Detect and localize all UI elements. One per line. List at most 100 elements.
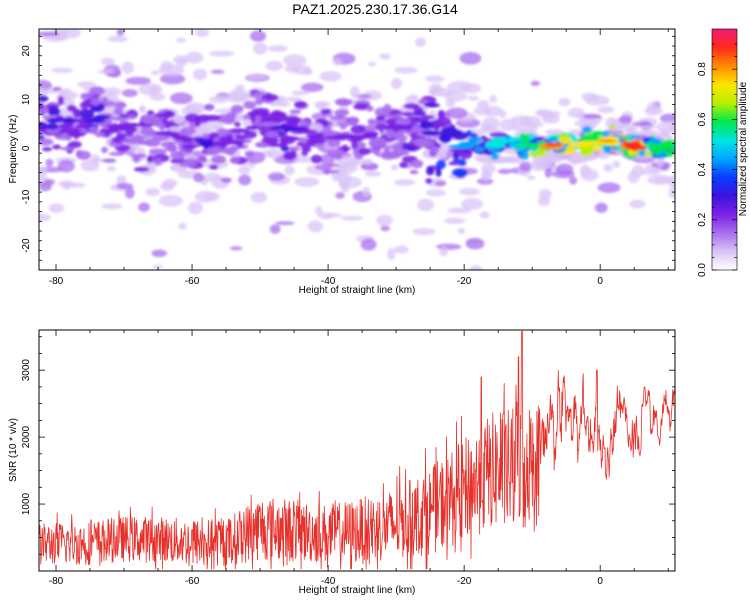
spectrogram-speckle [318, 212, 334, 220]
spectrogram-cell [158, 124, 166, 131]
spectrogram-speckle [107, 35, 129, 43]
spectrogram-speckle [195, 29, 210, 38]
spectrogram-speckle [252, 42, 268, 55]
spectrogram-cell [638, 148, 646, 157]
x-tick-label: 0 [597, 576, 603, 587]
spectrogram-cell [336, 120, 354, 127]
x-tick-label: -80 [49, 276, 64, 287]
spectrogram-peak [484, 143, 506, 149]
spectrogram-speckle [39, 166, 48, 178]
spectrogram-speckle [314, 164, 333, 171]
x-tick-label: -20 [457, 576, 472, 587]
spectrogram-speckle [558, 97, 571, 107]
spectrogram-speckle [481, 124, 490, 131]
spectrogram-peak [175, 136, 194, 142]
spectrogram-peak [93, 114, 111, 120]
spectrogram-cell [94, 131, 106, 138]
spectrogram-cell [255, 142, 268, 148]
spectrogram-cell [139, 105, 146, 114]
spectrogram-speckle [445, 98, 456, 108]
spectrogram-cell [254, 91, 266, 97]
spectrogram-speckle [597, 106, 614, 114]
spectrogram-cell [230, 104, 244, 114]
spectrogram-peak [117, 122, 143, 128]
spectrogram-peak [221, 139, 245, 145]
spectrogram-cell [417, 139, 435, 148]
spectrogram-x-axis-label: Height of straight line (km) [299, 285, 416, 296]
spectrogram-peak [333, 133, 359, 139]
spectrogram-cell [392, 147, 405, 158]
spectrogram-speckle [229, 246, 243, 251]
spectrogram-cell [409, 169, 419, 175]
spectrogram-cell [178, 161, 197, 168]
spectrogram-cell [39, 121, 48, 129]
spectrogram-cell [208, 132, 221, 139]
spectrogram-speckle [192, 68, 208, 81]
spectrogram-cell [334, 109, 350, 117]
spectrogram-cell [294, 100, 307, 109]
spectrogram-speckle [249, 30, 267, 42]
spectrogram-speckle [404, 96, 418, 104]
spectrogram-speckle [244, 6, 269, 14]
spectrogram-speckle [284, 165, 295, 176]
spectrogram-speckle [545, 129, 564, 136]
spectrogram-speckle [354, 94, 372, 99]
spectrogram-speckle [233, 0, 255, 10]
spectrogram-cell [146, 155, 154, 164]
spectrogram-speckle [294, 177, 320, 187]
spectrogram-cell [581, 147, 594, 155]
spectrogram-peak [228, 128, 250, 133]
spectrogram-speckle [579, 164, 591, 177]
spectrogram-cell [167, 144, 178, 153]
x-tick-label: -60 [185, 576, 200, 587]
spectrogram-speckle [632, 121, 651, 127]
spectrogram-speckle [439, 246, 448, 257]
spectrogram-speckle [528, 122, 545, 127]
spectrogram-speckle [45, 158, 54, 167]
spectrogram-cell [323, 129, 335, 137]
spectrogram-cell [448, 161, 459, 166]
x-tick-label: -40 [321, 276, 336, 287]
y-tick-label: 1000 [21, 492, 32, 515]
spectrogram-cell [490, 152, 499, 161]
spectrogram-peak [219, 136, 234, 141]
spectrogram-speckle [335, 164, 347, 178]
spectrogram-speckle [121, 61, 134, 74]
spectrogram-cell [425, 177, 433, 184]
spectrogram-cell [169, 151, 186, 160]
spectrogram-speckle [660, 129, 669, 138]
spectrogram-peak [83, 118, 106, 123]
spectrogram-speckle [273, 102, 291, 107]
snr-y-axis-label: SNR (10 * v/v) [8, 418, 19, 482]
spectrogram-cell [101, 146, 108, 154]
spectrogram-cell [519, 133, 529, 142]
spectrogram-speckle [61, 29, 81, 39]
spectrogram-cell [383, 147, 390, 158]
spectrogram-cell [52, 86, 62, 92]
spectrogram-speckle [314, 100, 331, 108]
spectrogram-cell [182, 158, 199, 163]
spectrogram-peak [194, 138, 211, 143]
spectrogram-x-ticks: -80 -60 -40 -20 0 [49, 29, 669, 287]
spectrogram-cell [452, 151, 460, 159]
spectrogram-speckle [537, 196, 551, 207]
spectrogram-panel: -80 -60 -40 -20 0 -20 -10 0 10 20 Height of stra… [8, 0, 676, 296]
spectrogram-speckle [469, 265, 484, 270]
x-tick-label: -80 [49, 576, 64, 587]
spectrogram-speckle [39, 31, 60, 37]
x-tick-label: 0 [597, 276, 603, 287]
spectrogram-speckle [121, 89, 138, 98]
spectrogram-y-axis-label: Frequency (Hz) [8, 115, 19, 184]
spectrogram-cell [39, 95, 49, 103]
spectrogram-cell [367, 118, 376, 124]
spectrogram-cell [265, 130, 279, 138]
spectrogram-cell [358, 147, 371, 156]
spectrogram-speckle [529, 159, 548, 171]
spectrogram-speckle [481, 169, 491, 182]
spectrogram-cell [489, 132, 508, 138]
spectrogram-speckle [111, 12, 124, 16]
spectrogram-speckle [376, 214, 393, 227]
snr-frame [38, 329, 676, 572]
spectrogram-speckle [511, 115, 532, 125]
